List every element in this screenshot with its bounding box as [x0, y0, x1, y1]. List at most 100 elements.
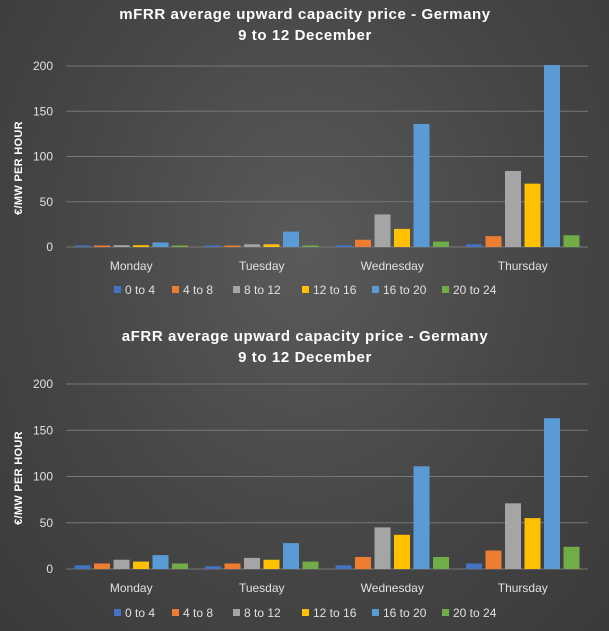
bar [283, 543, 299, 569]
bar [205, 566, 221, 569]
bar [355, 556, 371, 569]
bar [263, 244, 280, 247]
chart-title-line2: 9 to 12 December [238, 27, 372, 44]
bar [94, 245, 110, 247]
legend-label: 8 to 12 [244, 283, 281, 297]
bar [374, 214, 391, 247]
legend-label: 20 to 24 [453, 283, 497, 297]
bar [466, 563, 482, 569]
legend-swatch [233, 286, 240, 293]
bar [524, 183, 541, 247]
y-tick-label: 100 [33, 150, 53, 164]
legend-label: 16 to 20 [383, 283, 427, 297]
legend-swatch [442, 286, 449, 293]
y-tick-label: 50 [40, 195, 54, 209]
bar [485, 550, 502, 569]
y-axis-ticks: 0 50 100 150 200 [33, 377, 53, 576]
bar [244, 244, 260, 247]
bar [74, 565, 91, 569]
bar [524, 518, 541, 569]
bar [374, 527, 391, 569]
legend-label: 0 to 4 [125, 283, 155, 297]
y-tick-label: 0 [46, 240, 53, 254]
x-axis-categories: Monday Tuesday Wednesday Thursday [110, 259, 548, 273]
afrr-chart-panel: aFRR average upward capacity price - Ger… [13, 328, 588, 620]
chart-title-line1: aFRR average upward capacity price - Ger… [122, 328, 489, 345]
legend-label: 4 to 8 [183, 606, 213, 620]
legend-label: 12 to 16 [313, 606, 357, 620]
bar [94, 563, 110, 569]
bar [224, 245, 241, 247]
y-axis-ticks: 0 50 100 150 200 [33, 59, 53, 254]
bar [485, 236, 502, 247]
bar [563, 235, 580, 247]
bar [263, 559, 280, 569]
bar [224, 563, 241, 569]
legend-swatch [302, 609, 309, 616]
x-category-label: Monday [110, 581, 153, 595]
bar [283, 231, 299, 247]
bar [355, 239, 371, 247]
chart-title-line2: 9 to 12 December [238, 349, 372, 366]
bar-series [74, 418, 580, 569]
y-tick-label: 150 [33, 104, 53, 118]
y-axis-label: €/MW PER HOUR [13, 431, 25, 525]
bar [394, 228, 410, 247]
bar [74, 245, 91, 247]
bar [172, 563, 188, 569]
bar [433, 556, 449, 569]
bar [413, 123, 430, 247]
bar [133, 561, 149, 569]
bar [335, 245, 352, 247]
bar [133, 245, 149, 247]
bar [113, 559, 130, 569]
bar [152, 555, 169, 569]
x-category-label: Monday [110, 259, 153, 273]
x-category-label: Tuesday [239, 581, 285, 595]
x-category-label: Thursday [498, 259, 548, 273]
bar [413, 466, 430, 569]
y-tick-label: 100 [33, 470, 53, 484]
bar [544, 418, 560, 569]
legend: 0 to 4 4 to 8 8 to 12 12 to 16 16 to 20 20 to… [114, 606, 497, 620]
bar [244, 557, 260, 569]
x-category-label: Wednesday [361, 581, 424, 595]
mfrr-chart-panel: mFRR average upward capacity price - Ger… [13, 6, 588, 297]
y-tick-label: 0 [46, 562, 53, 576]
bar-series [74, 65, 580, 247]
chart-title-line1: mFRR average upward capacity price - Ger… [119, 6, 491, 23]
bar [544, 65, 560, 247]
legend: 0 to 4 4 to 8 8 to 12 12 to 16 16 to 20 20 to… [114, 283, 497, 297]
x-category-label: Wednesday [361, 259, 424, 273]
bar [113, 245, 130, 247]
legend-swatch [372, 286, 379, 293]
bar [466, 244, 482, 247]
bar [205, 245, 221, 247]
x-axis-categories: Monday Tuesday Wednesday Thursday [110, 581, 548, 595]
bar [433, 241, 449, 247]
y-axis-label: €/MW PER HOUR [13, 121, 25, 215]
bar [505, 170, 521, 247]
legend-swatch [372, 609, 379, 616]
bar [302, 561, 319, 569]
legend-label: 20 to 24 [453, 606, 497, 620]
legend-swatch [114, 286, 121, 293]
bar [563, 546, 580, 569]
y-tick-label: 50 [40, 516, 54, 530]
legend-label: 12 to 16 [313, 283, 357, 297]
bar [302, 245, 319, 247]
x-category-label: Tuesday [239, 259, 285, 273]
legend-swatch [172, 286, 179, 293]
bar [172, 245, 188, 247]
legend-swatch [233, 609, 240, 616]
legend-swatch [442, 609, 449, 616]
legend-swatch [172, 609, 179, 616]
bar [152, 242, 169, 247]
legend-swatch [114, 609, 121, 616]
legend-label: 16 to 20 [383, 606, 427, 620]
y-tick-label: 200 [33, 377, 53, 391]
y-tick-label: 200 [33, 59, 53, 73]
legend-label: 0 to 4 [125, 606, 155, 620]
legend-swatch [302, 286, 309, 293]
